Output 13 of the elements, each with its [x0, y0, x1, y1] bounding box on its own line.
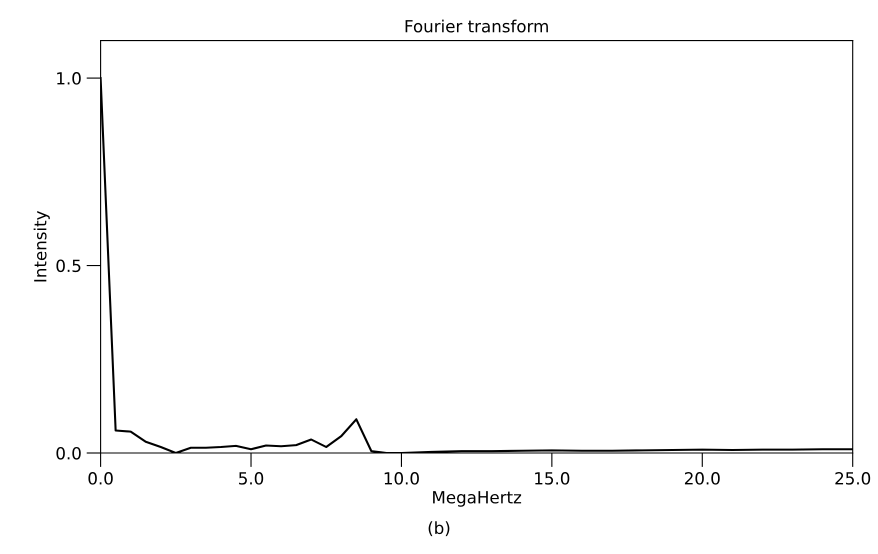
y-tick-label: 0.0: [56, 446, 81, 460]
y-tick-label: 0.5: [56, 260, 80, 272]
x-tick-label: 15.0: [535, 472, 570, 485]
x-axis-title: MegaHertz: [433, 491, 522, 507]
text: (b): [428, 521, 450, 536]
chart-title: Fourier transform: [406, 20, 548, 33]
x-tick-label: 25.0: [835, 472, 870, 485]
x-tick-label: 0.0: [88, 472, 113, 485]
x-tick-label: 20.0: [684, 472, 720, 485]
x-tick-label: 10.0: [384, 472, 419, 485]
y-tick-label: 1.0: [57, 72, 81, 85]
y-axis-title: Intensity: [34, 211, 50, 282]
x-tick-label: 5.0: [239, 472, 264, 485]
